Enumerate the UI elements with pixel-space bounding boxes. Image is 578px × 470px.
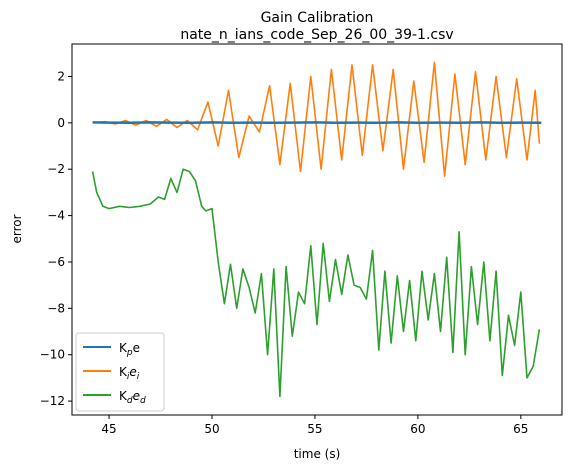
y-tick-label: −6 <box>47 255 65 269</box>
legend-label-kd: Kded <box>119 389 146 406</box>
x-tick-label: 60 <box>410 422 425 436</box>
legend-box <box>75 332 165 412</box>
x-tick-label: 50 <box>204 422 219 436</box>
series-line-1 <box>92 61 541 177</box>
y-tick-label: −10 <box>40 348 65 362</box>
chart-title: Gain Calibration <box>261 10 374 26</box>
x-tick-label: 65 <box>513 422 528 436</box>
y-axis-label: error <box>10 214 24 243</box>
y-tick-label: 2 <box>57 69 65 83</box>
legend-label-ki: Kiei <box>119 365 140 382</box>
chart-subtitle: nate_n_ians_code_Sep_26_00_39-1.csv <box>180 27 453 43</box>
x-tick-label: 45 <box>101 422 116 436</box>
legend: Kpe Kiei Kded <box>75 332 165 412</box>
x-tick-label: 55 <box>307 422 322 436</box>
y-tick-label: −8 <box>47 301 65 315</box>
x-axis: 45 50 55 60 65 <box>101 415 528 436</box>
legend-label-kp: Kpe <box>119 341 140 358</box>
y-axis: −12 −10 −8 −6 −4 −2 0 2 <box>40 69 72 408</box>
plot-frame <box>71 43 563 416</box>
y-tick-label: −12 <box>40 394 65 408</box>
plot-lines <box>91 61 542 398</box>
series-line-2 <box>91 168 541 398</box>
y-tick-label: 0 <box>57 116 65 130</box>
y-tick-label: −2 <box>47 162 65 176</box>
y-tick-label: −4 <box>47 209 65 223</box>
x-axis-label: time (s) <box>294 447 341 461</box>
